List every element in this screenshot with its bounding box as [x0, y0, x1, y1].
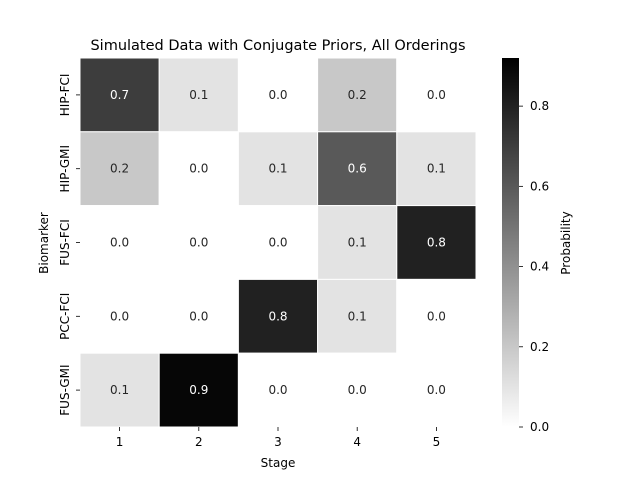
colorbar-tick-label: 0.2 — [530, 340, 549, 354]
x-tick-label: 2 — [195, 435, 203, 449]
cell-value-label: 0.0 — [110, 236, 129, 250]
x-axis-ticks: 1 2 3 4 5 — [116, 427, 440, 449]
y-tick-label: PCC-FCI — [58, 293, 72, 340]
heatmap-cell — [237, 352, 319, 428]
x-tick-label: 3 — [274, 435, 282, 449]
heatmap-cell — [237, 205, 319, 280]
x-axis-label: Stage — [261, 456, 296, 470]
cell-value-label: 0.0 — [110, 309, 129, 323]
cell-value-label: 0.0 — [268, 383, 287, 397]
cell-value-label: 0.0 — [427, 88, 446, 102]
heatmap-cell — [396, 205, 477, 280]
heatmap-cell — [237, 57, 319, 133]
heatmap-cell — [237, 278, 319, 354]
y-tick-label: HIP-GMI — [58, 145, 72, 193]
cell-value-label: 0.9 — [189, 383, 208, 397]
heatmap-cell — [396, 352, 477, 428]
cell-value-label: 0.0 — [348, 383, 367, 397]
y-axis-label: Biomarker — [37, 212, 51, 274]
cell-value-label: 0.8 — [427, 236, 446, 250]
heatmap-cell — [237, 131, 319, 207]
cell-value-label: 0.1 — [268, 162, 287, 176]
colorbar — [502, 58, 519, 427]
x-tick-label: 4 — [353, 435, 361, 449]
heatmap-cell — [317, 278, 398, 354]
cell-value-label: 0.1 — [348, 236, 367, 250]
heatmap-cell — [317, 205, 398, 280]
heatmap-cell — [79, 131, 160, 207]
colorbar-ticks: 0.0 0.2 0.4 0.6 0.8 — [519, 99, 549, 434]
cell-value-label: 0.0 — [189, 162, 208, 176]
cell-value-label: 0.7 — [110, 88, 129, 102]
colorbar-tick-label: 0.4 — [530, 260, 549, 274]
cell-value-label: 0.1 — [189, 88, 208, 102]
cell-value-label: 0.1 — [427, 162, 446, 176]
cell-value-label: 0.0 — [189, 236, 208, 250]
x-tick-label: 1 — [116, 435, 124, 449]
heatmap-cells: 0.7 0.1 0.0 0.2 0.0 0.2 0.0 0.1 0.6 0.1 0.0 0.0 0.0 0… — [79, 57, 477, 428]
y-tick-label: FUS-FCI — [58, 219, 72, 265]
colorbar-label: Probability — [559, 211, 573, 274]
x-tick-label: 5 — [433, 435, 441, 449]
cell-value-label: 0.0 — [268, 88, 287, 102]
cell-value-label: 0.2 — [110, 162, 129, 176]
y-tick-label: FUS-GMI — [58, 364, 72, 415]
chart-title: Simulated Data with Conjugate Priors, Al… — [90, 38, 465, 54]
cell-value-label: 0.6 — [348, 162, 367, 176]
cell-value-label: 0.0 — [427, 383, 446, 397]
heatmap-cell — [317, 57, 398, 133]
cell-value-label: 0.8 — [268, 309, 287, 323]
heatmap-cell — [396, 131, 477, 207]
heatmap-cell — [396, 278, 477, 354]
heatmap-cell — [158, 57, 239, 133]
cell-value-label: 0.2 — [348, 88, 367, 102]
cell-value-label: 0.0 — [189, 309, 208, 323]
cell-value-label: 0.1 — [348, 309, 367, 323]
colorbar-tick-label: 0.6 — [530, 179, 549, 193]
heatmap-cell — [158, 205, 239, 280]
cell-value-label: 0.1 — [110, 383, 129, 397]
cell-value-label: 0.0 — [427, 309, 446, 323]
colorbar-tick-label: 0.0 — [530, 420, 549, 434]
heatmap-cell — [79, 352, 160, 428]
cell-value-label: 0.0 — [268, 236, 287, 250]
y-axis-ticks: HIP-FCI HIP-GMI FUS-FCI PCC-FCI FUS-GMI — [58, 74, 80, 416]
heatmap-cell — [79, 57, 160, 133]
heatmap-cell — [158, 278, 239, 354]
heatmap-cell — [158, 352, 239, 428]
colorbar-tick-label: 0.8 — [530, 99, 549, 113]
y-tick-label: HIP-FCI — [58, 74, 72, 117]
heatmap-cell — [396, 57, 477, 133]
